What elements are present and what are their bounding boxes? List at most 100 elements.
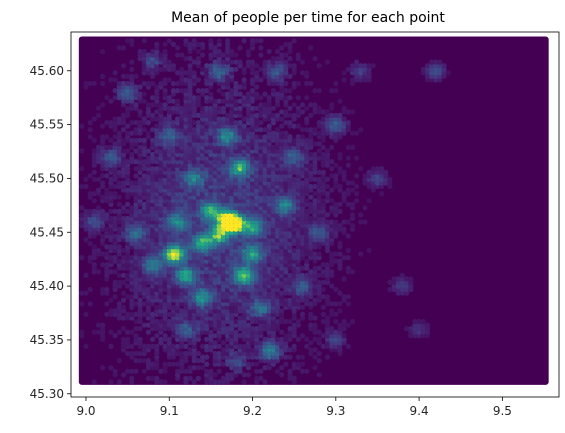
data-point xyxy=(104,290,110,296)
x-tick-label: 9.2 xyxy=(243,404,262,418)
data-point xyxy=(241,372,247,378)
data-point xyxy=(158,201,164,207)
data-point xyxy=(166,77,172,83)
data-point xyxy=(324,322,331,328)
data-point xyxy=(262,294,268,300)
data-point xyxy=(100,233,106,239)
data-point xyxy=(262,301,268,307)
data-point xyxy=(299,311,306,317)
data-point xyxy=(108,223,114,229)
data-point xyxy=(125,262,131,268)
data-point xyxy=(308,215,314,222)
data-point xyxy=(150,294,156,300)
data-point xyxy=(283,201,289,207)
data-point xyxy=(204,223,210,229)
data-point xyxy=(116,130,122,136)
data-point xyxy=(312,230,318,236)
data-point xyxy=(95,247,102,254)
data-point xyxy=(120,315,127,321)
data-point xyxy=(183,240,189,246)
data-point xyxy=(304,272,310,278)
data-point xyxy=(208,322,214,328)
data-point xyxy=(187,215,193,222)
data-point xyxy=(145,294,151,300)
data-point xyxy=(179,283,185,289)
data-point xyxy=(125,311,131,317)
data-point xyxy=(91,169,97,175)
data-point xyxy=(120,247,127,254)
data-point xyxy=(262,230,268,236)
data-point xyxy=(187,365,193,371)
data-point xyxy=(299,59,306,65)
data-point xyxy=(312,255,318,261)
data-point xyxy=(175,368,181,374)
data-point xyxy=(183,283,189,289)
data-point xyxy=(258,77,264,83)
data-point xyxy=(204,262,210,268)
data-point xyxy=(204,240,210,246)
data-point xyxy=(183,315,189,321)
data-point xyxy=(162,247,168,254)
data-point xyxy=(283,276,289,282)
data-point xyxy=(312,354,318,360)
data-point xyxy=(229,350,235,357)
data-point xyxy=(100,365,106,371)
data-point xyxy=(354,183,360,190)
data-point xyxy=(237,368,243,374)
data-point xyxy=(220,283,226,289)
data-point xyxy=(316,358,322,364)
data-point xyxy=(154,343,160,349)
data-point xyxy=(337,350,343,357)
data-point xyxy=(337,151,343,158)
data-point xyxy=(270,88,276,94)
data-point xyxy=(329,240,335,246)
data-point xyxy=(145,130,151,136)
data-point xyxy=(154,215,160,222)
data-point xyxy=(225,315,231,321)
data-point xyxy=(291,208,297,214)
data-point xyxy=(116,279,122,285)
data-point xyxy=(225,201,231,207)
data-point xyxy=(229,240,235,246)
data-point xyxy=(216,48,222,55)
data-point xyxy=(133,237,139,243)
data-point xyxy=(233,318,239,325)
data-point xyxy=(345,233,351,239)
data-point xyxy=(133,294,139,300)
data-point xyxy=(162,283,168,289)
data-point xyxy=(220,269,226,275)
data-point xyxy=(191,301,197,307)
data-point xyxy=(279,372,285,378)
data-point xyxy=(112,308,118,314)
data-point xyxy=(324,240,331,246)
data-point xyxy=(241,262,247,268)
data-point xyxy=(287,375,293,381)
data-point xyxy=(175,255,181,261)
data-point xyxy=(279,262,285,268)
data-point xyxy=(133,283,139,289)
data-point xyxy=(333,251,339,257)
data-point xyxy=(258,340,264,346)
data-point xyxy=(112,255,118,261)
data-point xyxy=(112,247,118,254)
data-point xyxy=(333,201,339,207)
data-point xyxy=(312,329,318,335)
data-point xyxy=(100,80,106,87)
data-point xyxy=(370,63,376,69)
data-point xyxy=(87,120,93,126)
data-point xyxy=(112,237,118,243)
data-point xyxy=(91,223,97,229)
data-point xyxy=(274,283,281,289)
data-point xyxy=(95,230,102,236)
data-point xyxy=(137,301,143,307)
data-point xyxy=(133,223,139,229)
data-point xyxy=(120,208,127,214)
data-point xyxy=(266,322,272,328)
data-point xyxy=(225,208,231,214)
data-point xyxy=(287,318,293,325)
data-point xyxy=(270,308,276,314)
data-point xyxy=(312,240,318,246)
data-point xyxy=(312,223,318,229)
data-point xyxy=(150,322,156,328)
data-point xyxy=(91,247,97,254)
